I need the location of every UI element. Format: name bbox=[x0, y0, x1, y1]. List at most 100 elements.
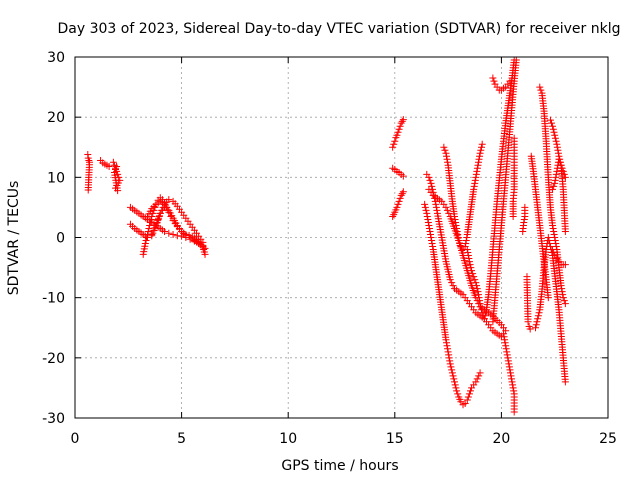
data-point bbox=[462, 237, 470, 245]
point-cluster bbox=[532, 234, 569, 386]
point-cluster bbox=[500, 330, 518, 416]
data-point bbox=[556, 158, 564, 166]
data-point bbox=[450, 375, 458, 383]
data-point bbox=[146, 221, 154, 229]
x-tick-label: 25 bbox=[599, 431, 617, 447]
data-point bbox=[444, 348, 452, 356]
y-tick-label: -10 bbox=[42, 291, 65, 307]
data-point bbox=[465, 255, 473, 263]
data-point bbox=[510, 387, 518, 395]
data-point bbox=[474, 291, 482, 299]
data-point bbox=[509, 381, 517, 389]
data-point bbox=[551, 179, 559, 187]
data-point bbox=[396, 122, 404, 130]
point-cluster bbox=[389, 164, 407, 180]
data-point bbox=[440, 143, 448, 151]
data-point bbox=[553, 167, 561, 175]
y-tick-label: 10 bbox=[47, 170, 65, 186]
point-cluster bbox=[440, 140, 486, 254]
grid-lines bbox=[75, 57, 608, 418]
data-point bbox=[504, 357, 512, 365]
data-point bbox=[520, 215, 528, 223]
data-point bbox=[143, 234, 151, 241]
data-point bbox=[450, 378, 458, 386]
data-point bbox=[424, 218, 432, 226]
data-point bbox=[508, 378, 516, 386]
y-tick-label: -20 bbox=[42, 351, 65, 367]
data-point bbox=[141, 240, 149, 248]
data-point bbox=[550, 182, 558, 190]
point-cluster bbox=[549, 155, 569, 235]
data-point bbox=[446, 276, 454, 284]
data-point bbox=[468, 267, 476, 275]
data-point bbox=[391, 137, 399, 145]
data-point bbox=[444, 158, 452, 166]
data-point bbox=[544, 294, 552, 302]
data-point bbox=[551, 234, 559, 241]
data-point bbox=[510, 134, 518, 142]
data-point bbox=[425, 224, 433, 232]
data-point bbox=[144, 227, 152, 235]
data-point bbox=[154, 215, 162, 223]
data-point bbox=[456, 240, 464, 248]
data-point bbox=[524, 318, 532, 326]
data-point bbox=[500, 330, 508, 338]
data-point bbox=[448, 369, 456, 377]
data-point bbox=[552, 243, 560, 251]
data-point bbox=[473, 164, 481, 172]
data-point bbox=[557, 282, 565, 290]
data-point bbox=[448, 366, 456, 374]
chart-title: Day 303 of 2023, Sidereal Day-to-day VTE… bbox=[58, 21, 621, 37]
data-point bbox=[535, 309, 543, 317]
data-point bbox=[113, 163, 121, 171]
data-point bbox=[467, 264, 475, 272]
point-cluster bbox=[389, 116, 407, 151]
data-point bbox=[428, 237, 436, 245]
data-point bbox=[464, 252, 472, 260]
data-point bbox=[151, 203, 159, 211]
data-point bbox=[504, 354, 512, 362]
data-point bbox=[148, 230, 156, 238]
data-point bbox=[534, 312, 542, 320]
axes: 0 5 10 15 20 25 -30 -20 -10 0 10 20 30 bbox=[42, 50, 617, 447]
data-point bbox=[502, 345, 510, 353]
data-point bbox=[534, 315, 542, 323]
point-cluster bbox=[489, 56, 520, 326]
data-point bbox=[445, 209, 453, 217]
data-point bbox=[173, 232, 181, 240]
point-cluster bbox=[97, 156, 113, 171]
data-point bbox=[452, 221, 460, 229]
data-point bbox=[509, 384, 517, 392]
data-point bbox=[398, 117, 406, 125]
data-point bbox=[550, 227, 558, 235]
data-point bbox=[448, 279, 456, 287]
data-point bbox=[165, 196, 173, 204]
data-point bbox=[560, 297, 568, 305]
data-point bbox=[451, 215, 459, 223]
data-point bbox=[446, 357, 454, 365]
data-point bbox=[445, 354, 453, 362]
data-point bbox=[429, 243, 437, 251]
data-point bbox=[481, 312, 489, 320]
data-point bbox=[473, 167, 481, 175]
data-point bbox=[476, 300, 484, 308]
data-point bbox=[425, 173, 433, 181]
data-point bbox=[142, 237, 150, 245]
data-point bbox=[449, 372, 457, 380]
data-point bbox=[395, 197, 403, 205]
data-point bbox=[510, 408, 518, 416]
data-point bbox=[472, 279, 480, 287]
data-point bbox=[501, 336, 509, 344]
data-point bbox=[428, 182, 436, 190]
data-point bbox=[549, 224, 557, 232]
data-point bbox=[398, 190, 406, 198]
data-point bbox=[452, 384, 460, 392]
data-point bbox=[427, 230, 435, 238]
data-point bbox=[550, 249, 558, 257]
data-point bbox=[558, 285, 566, 293]
x-tick-label: 0 bbox=[71, 431, 80, 447]
data-point bbox=[551, 131, 559, 139]
data-point bbox=[453, 224, 461, 232]
data-point bbox=[399, 116, 407, 124]
data-point bbox=[466, 387, 474, 395]
